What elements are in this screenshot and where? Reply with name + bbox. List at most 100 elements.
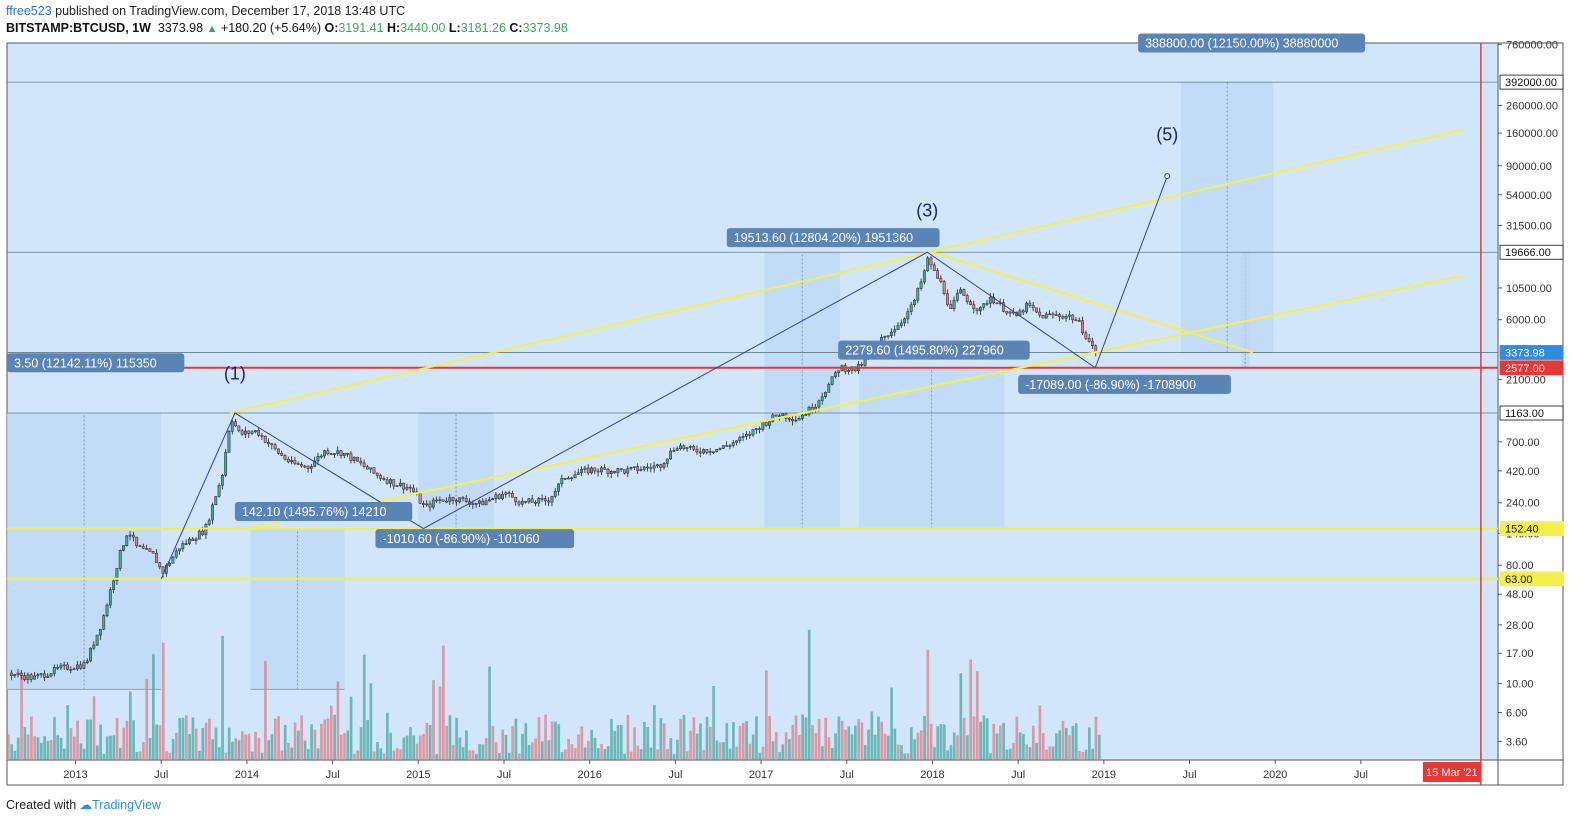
volume-bar	[148, 737, 152, 760]
candle-body	[896, 325, 900, 330]
wave-label-0: (1)	[224, 363, 246, 383]
measure-label-4: 2279.60 (1495.80%) 227960	[845, 344, 1004, 358]
candle-body	[833, 372, 837, 377]
candle-body	[418, 493, 422, 504]
candle-body	[662, 463, 666, 468]
candle-body	[346, 452, 350, 455]
volume-bar	[214, 727, 218, 760]
price-tag-box-1	[1499, 244, 1564, 260]
volume-bar	[1097, 734, 1101, 760]
candle-body	[530, 498, 534, 503]
candle-body	[972, 304, 976, 309]
candle-body	[603, 467, 607, 470]
tradingview-brand[interactable]: TradingView	[92, 798, 161, 812]
candle-body	[105, 604, 109, 617]
candle-body	[158, 562, 162, 568]
y-tick-label-9: 700.00	[1506, 437, 1540, 449]
volume-bar	[109, 735, 112, 760]
candle-body	[774, 414, 778, 417]
volume-bar	[732, 722, 735, 760]
volume-bar	[860, 722, 864, 760]
candle-body	[1048, 313, 1052, 316]
trend-line-2	[932, 251, 1254, 354]
volume-bar	[346, 730, 350, 760]
candle-body	[517, 501, 521, 505]
y-tick-label-6: 10500.00	[1506, 283, 1552, 295]
candle-body	[379, 475, 382, 479]
candle-body	[95, 634, 99, 646]
candle-body	[698, 451, 702, 454]
volume-bar	[125, 720, 129, 760]
volume-bar	[814, 733, 818, 760]
volume-bar	[95, 745, 99, 760]
candle-body	[1094, 345, 1098, 353]
candle-body	[985, 303, 989, 305]
candle-body	[1071, 314, 1075, 321]
candle-body	[913, 300, 916, 306]
candle-body	[675, 448, 679, 451]
candle-body	[946, 293, 949, 305]
candle-body	[135, 536, 139, 547]
candle-body	[138, 545, 142, 548]
volume-bar	[175, 732, 178, 760]
volume-bar	[333, 714, 336, 760]
candle-body	[646, 466, 649, 469]
volume-bar	[547, 740, 551, 760]
volume-bar	[250, 751, 254, 760]
candle-body	[962, 289, 966, 296]
volume-bar	[524, 723, 528, 760]
volume-bar	[1031, 725, 1035, 760]
volume-bar	[36, 737, 40, 760]
volume-bar	[517, 753, 521, 760]
candle-body	[141, 546, 145, 549]
publisher-link[interactable]: ffree523	[6, 4, 52, 18]
volume-bar	[376, 742, 379, 760]
candle-body	[16, 672, 20, 675]
trend-line-1	[246, 274, 1464, 530]
volume-bar	[1022, 733, 1025, 760]
candle-body	[131, 534, 135, 538]
volume-bar	[1091, 748, 1094, 760]
volume-bar	[824, 717, 828, 760]
close-value: 3373.98	[522, 21, 568, 35]
volume-bar	[1088, 727, 1091, 760]
volume-bar	[676, 739, 679, 760]
candle-body	[491, 498, 495, 500]
candle-body	[1002, 302, 1005, 312]
candle-body	[748, 433, 752, 436]
candle-body	[1025, 302, 1028, 313]
candle-body	[10, 672, 13, 677]
candle-body	[550, 496, 554, 503]
footer: Created with ☁TradingView	[6, 797, 161, 812]
volume-bar	[751, 734, 755, 760]
candle-body	[537, 498, 541, 504]
candles	[10, 256, 1098, 684]
volume-bar	[1064, 728, 1068, 760]
volume-bar	[82, 748, 86, 760]
candle-body	[211, 504, 214, 521]
volume-bar	[432, 679, 435, 760]
candle-body	[768, 421, 771, 426]
volume-bar	[79, 743, 83, 760]
candle-body	[230, 421, 234, 432]
candle-body	[899, 322, 903, 326]
candle-body	[1035, 307, 1038, 313]
y-tick-label-13: 80.00	[1506, 560, 1534, 572]
volume-bar	[382, 753, 386, 760]
volume-bar	[662, 723, 666, 760]
candle-body	[573, 474, 577, 479]
candle-body	[197, 530, 201, 540]
candle-body	[369, 467, 373, 470]
candle-body	[66, 664, 69, 670]
candle-body	[718, 448, 722, 450]
x-tick-label-4: 2015	[406, 769, 430, 781]
candle-body	[128, 534, 132, 537]
volume-bar	[886, 735, 890, 760]
volume-bar	[66, 705, 70, 760]
volume-bar	[989, 753, 992, 760]
volume-bar	[339, 734, 343, 760]
candle-body	[362, 462, 366, 467]
measure-label-3: 19513.60 (12804.20%) 1951360	[734, 231, 913, 245]
volume-bar	[705, 716, 709, 760]
